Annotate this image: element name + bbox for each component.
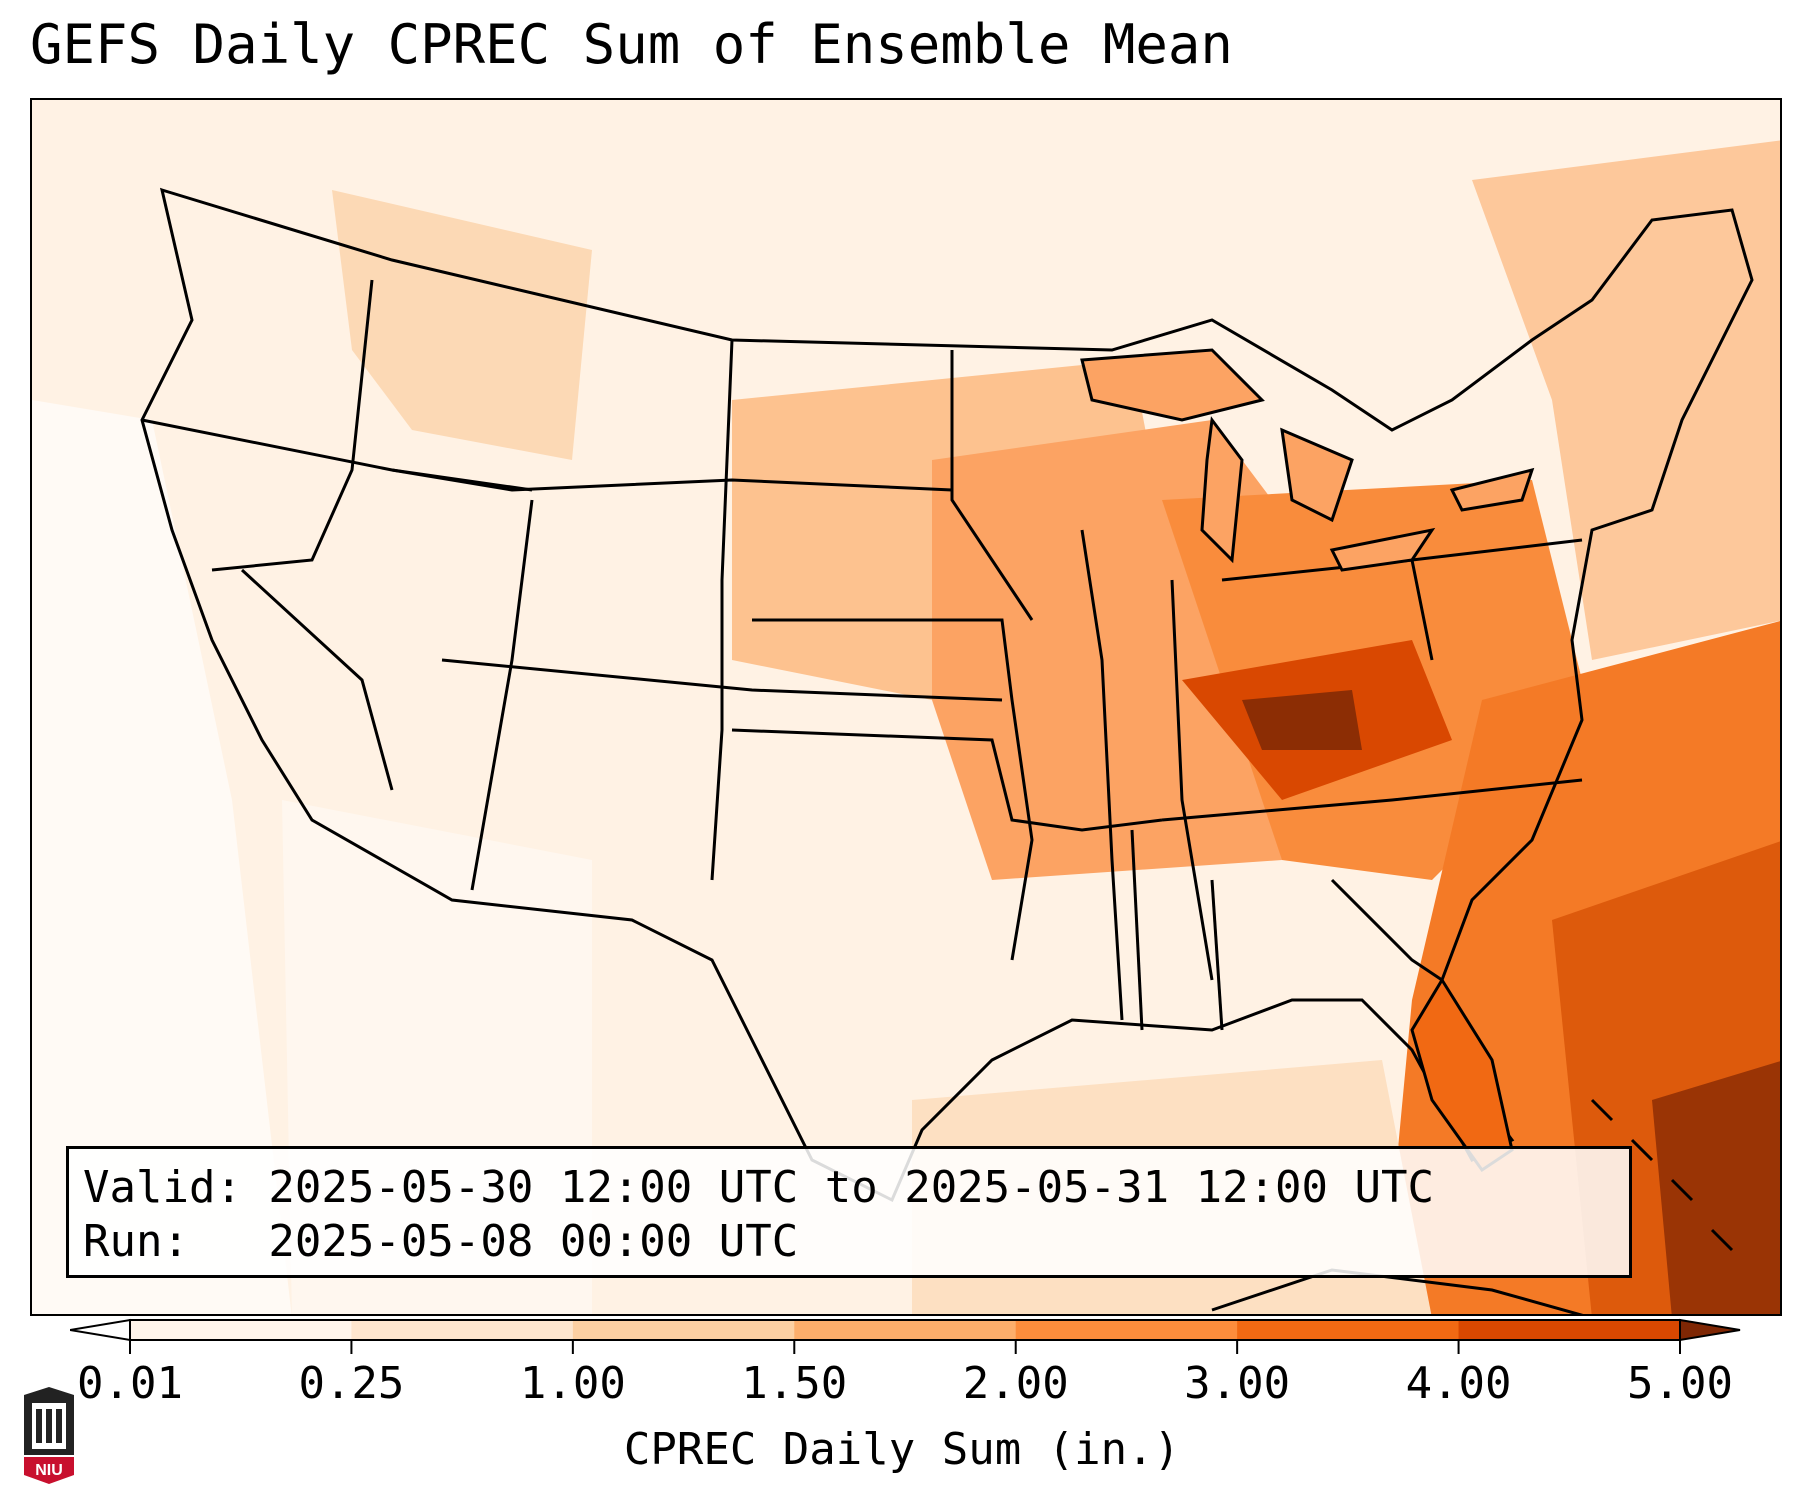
border-northern-tier — [391, 468, 953, 492]
colorbar-outline — [129, 1319, 1681, 1341]
border-il-in — [1080, 529, 1124, 1021]
border-36th — [441, 658, 1003, 702]
lake-michigan — [1200, 416, 1244, 564]
border-tn-nc — [1161, 778, 1583, 822]
border-ks-mo — [752, 618, 1034, 961]
border-id-nv — [211, 279, 374, 572]
colorbar-segment — [351, 1320, 574, 1340]
colorbar-label: CPREC Daily Sum (in.) — [623, 1424, 1181, 1475]
precip-zone-bahamas-max — [1652, 1061, 1780, 1314]
colorbar-segment — [1458, 1320, 1681, 1340]
valid-run-infobox: Valid: 2025-05-30 12:00 UTC to 2025-05-3… — [66, 1146, 1632, 1278]
logo-shield-bottom — [24, 1457, 74, 1484]
colorbar-tick-label: 5.00 — [1627, 1358, 1733, 1409]
lake-erie — [1329, 527, 1436, 572]
colorbar-over-triangle — [1679, 1318, 1741, 1342]
map-canvas — [32, 100, 1780, 1314]
run-time-line: Run: 2025-05-08 00:00 UTC — [83, 1216, 799, 1267]
colorbar-tick-label: 0.01 — [77, 1358, 183, 1409]
colorbar-under-triangle — [70, 1318, 131, 1342]
precip-map — [30, 98, 1782, 1316]
colorbar — [70, 1318, 1741, 1354]
colorbar-segment — [794, 1320, 1017, 1340]
cuba — [1211, 1268, 1584, 1314]
map-title: GEFS Daily CPREC Sum of Ensemble Mean — [30, 13, 1233, 76]
border-mn-ia — [950, 350, 1034, 621]
pale-region-west — [32, 400, 292, 1314]
colorbar-segment — [130, 1320, 352, 1340]
border-ga-sc — [1330, 878, 1443, 982]
border-ut-co — [470, 499, 534, 891]
colorbar-tick-label: 2.00 — [962, 1358, 1069, 1409]
bahamas — [1590, 1098, 1734, 1252]
valid-time-line: Valid: 2025-05-30 12:00 UTC to 2025-05-3… — [83, 1162, 1435, 1213]
colorbar-ticks — [129, 1340, 1681, 1354]
lake-huron — [1280, 427, 1354, 523]
border-ok-ar — [731, 728, 1163, 832]
border-co-ks — [710, 339, 734, 881]
precip-zone-northern-rockies — [332, 190, 592, 460]
niu-logo: NIU — [24, 1387, 74, 1484]
colorbar-tick-label: 0.25 — [298, 1358, 405, 1409]
border-ms-al — [1130, 829, 1144, 1031]
caribbean-islands — [1211, 1098, 1734, 1314]
colorbar-segment — [1237, 1320, 1460, 1340]
precip-zone-northeast — [1472, 140, 1780, 660]
border-nv-ca — [240, 568, 394, 791]
lake-ontario — [1449, 467, 1535, 512]
border-pa-ny — [1411, 538, 1583, 562]
border-in-oh — [1170, 579, 1214, 981]
colorbar-segment — [1015, 1320, 1238, 1340]
colorbar-segments — [70, 1318, 1741, 1342]
colorbar-tick-label: 1.50 — [741, 1358, 848, 1409]
state-borders — [140, 187, 1754, 1203]
lake-superior — [1080, 348, 1265, 422]
colorbar-segment — [572, 1320, 795, 1340]
colorbar-tick-label: 1.00 — [519, 1358, 626, 1409]
border-al-ga — [1210, 879, 1224, 1031]
precip-zone-kentucky-core — [1242, 690, 1362, 750]
great-lakes — [1080, 348, 1535, 572]
logo-text: NIU — [35, 1462, 63, 1479]
colorbar-tick-label: 3.00 — [1184, 1358, 1291, 1409]
colorbar-tick-label: 4.00 — [1405, 1358, 1512, 1409]
